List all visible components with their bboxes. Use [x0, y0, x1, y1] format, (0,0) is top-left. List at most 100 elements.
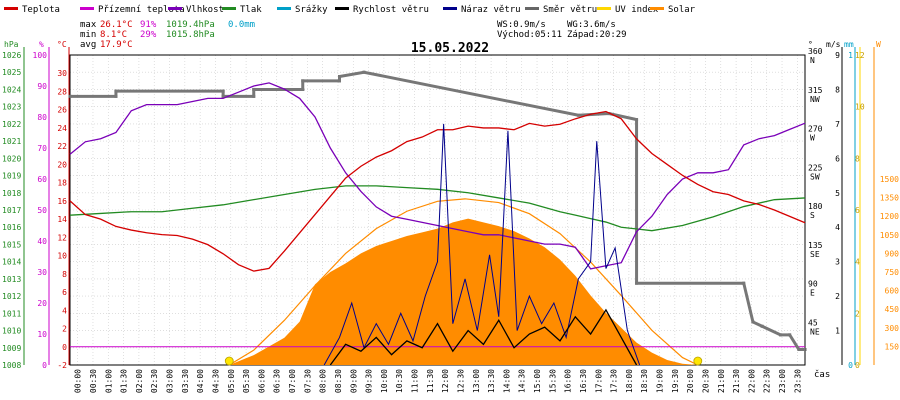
- direction-tick-compass: W: [810, 134, 815, 143]
- legend-swatch: [222, 7, 236, 10]
- humidity-tick-label: 90: [37, 82, 47, 91]
- pressure-tick-label: 1009: [2, 344, 21, 353]
- temperature-tick-label: 2: [62, 325, 67, 334]
- wind-direction-line: [70, 70, 805, 351]
- legend-label: Vlhkost: [186, 5, 224, 15]
- legend-label: Náraz větru: [461, 5, 521, 15]
- x-tick-label: 13:00: [472, 369, 481, 393]
- direction-tick-degrees: 135: [808, 241, 823, 250]
- legend-swatch: [335, 7, 349, 10]
- stat-sunrise: Východ:05:11: [497, 30, 562, 40]
- stat-max-label: max: [80, 20, 97, 30]
- wind-tick-label: 3: [835, 258, 840, 267]
- x-tick-label: 09:30: [365, 369, 374, 393]
- x-tick-label: 08:30: [334, 369, 343, 393]
- x-tick-label: 17:30: [610, 369, 619, 393]
- uv-tick-label: 12: [855, 51, 865, 60]
- wind-tick-label: 1: [835, 327, 840, 336]
- x-tick-label: 20:30: [701, 369, 710, 393]
- x-tick-label: 07:30: [303, 369, 312, 393]
- temperature-tick-label: 24: [57, 124, 67, 133]
- direction-tick-degrees: 180: [808, 202, 823, 211]
- legend-label: Teplota: [22, 5, 60, 15]
- wind-speed-line: [329, 308, 638, 366]
- direction-tick-compass: N: [810, 56, 815, 65]
- temperature-tick-label: 4: [62, 306, 67, 315]
- solar-theoretical-line: [228, 198, 699, 366]
- temperature-tick-label: 8: [62, 270, 67, 279]
- solar-tick-label: 1500: [880, 175, 899, 184]
- legend-label: Rychlost větru: [353, 5, 429, 15]
- humidity-tick-label: 50: [37, 206, 47, 215]
- temperature-tick-label: 26: [57, 106, 67, 115]
- humidity-tick-label: 0: [42, 361, 47, 370]
- stat-max-temp: 26.1°C: [100, 20, 133, 30]
- direction-tick-compass: NW: [810, 95, 820, 104]
- humidity-tick-label: 60: [37, 175, 47, 184]
- uv-tick-label: 10: [855, 103, 865, 112]
- temperature-tick-label: 10: [57, 252, 67, 261]
- temperature-tick-label: 6: [62, 288, 67, 297]
- direction-tick-degrees: 360: [808, 47, 823, 56]
- x-tick-label: 17:00: [594, 369, 603, 393]
- solar-tick-label: 300: [885, 324, 900, 333]
- legend-swatch: [168, 7, 182, 10]
- x-tick-label: 02:30: [150, 369, 159, 393]
- x-tick-label: 11:30: [426, 369, 435, 393]
- legend-swatch: [277, 7, 291, 10]
- x-tick-label: 00:00: [74, 369, 83, 393]
- solar-tick-label: 750: [885, 268, 900, 277]
- pressure-tick-label: 1011: [2, 309, 21, 318]
- x-tick-label: 18:00: [625, 369, 634, 393]
- pressure-tick-label: 1019: [2, 172, 21, 181]
- solar-tick-label: 900: [885, 249, 900, 258]
- x-tick-label: 22:30: [763, 369, 772, 393]
- wind-tick-label: 8: [835, 85, 840, 94]
- x-tick-label: 06:00: [257, 369, 266, 393]
- legend-swatch: [80, 7, 94, 10]
- direction-tick-compass: S: [810, 211, 815, 220]
- humidity-tick-label: 80: [37, 113, 47, 122]
- direction-tick-degrees: 315: [808, 86, 823, 95]
- x-tick-label: 15:00: [533, 369, 542, 393]
- direction-tick-compass: NE: [810, 327, 820, 336]
- pressure-tick-label: 1012: [2, 292, 21, 301]
- wind-tick-label: 2: [835, 292, 840, 301]
- x-tick-label: 22:00: [747, 369, 756, 393]
- x-tick-label: 04:30: [211, 369, 220, 393]
- uv-tick-label: 6: [855, 206, 860, 215]
- wind-tick-label: 9: [835, 51, 840, 60]
- x-tick-label: 03:00: [166, 369, 175, 393]
- direction-tick-degrees: 90: [808, 280, 818, 289]
- humidity-axis-unit: %: [39, 40, 44, 49]
- x-tick-label: 02:00: [135, 369, 144, 393]
- pressure-tick-label: 1015: [2, 240, 21, 249]
- temperature-axis-unit: °C: [57, 40, 67, 49]
- rain-tick-label: 1: [848, 51, 853, 60]
- uv-marker: [224, 356, 234, 366]
- x-tick-label: 03:30: [181, 369, 190, 393]
- x-tick-label: 05:00: [227, 369, 236, 393]
- x-tick-label: 01:00: [104, 369, 113, 393]
- legend-label: UV index: [615, 5, 659, 15]
- temperature-tick-label: 28: [57, 87, 67, 96]
- direction-tick-compass: SE: [810, 250, 820, 259]
- x-tick-label: 10:00: [380, 369, 389, 393]
- pressure-tick-label: 1022: [2, 120, 21, 129]
- pressure-line: [69, 185, 806, 232]
- stat-max-rain: 0.0mm: [228, 20, 255, 30]
- chart-title: 15.05.2022: [411, 41, 489, 56]
- humidity-tick-label: 100: [33, 51, 48, 60]
- humidity-tick-label: 40: [37, 237, 47, 246]
- x-tick-label: 14:00: [502, 369, 511, 393]
- stat-min-hum: 29%: [140, 30, 157, 40]
- x-tick-label: 05:30: [242, 369, 251, 393]
- solar-tick-label: 450: [885, 305, 900, 314]
- temperature-tick-label: 12: [57, 233, 67, 242]
- uv-tick-label: 8: [855, 154, 860, 163]
- x-tick-label: 16:30: [579, 369, 588, 393]
- x-tick-label: 16:00: [564, 369, 573, 393]
- x-tick-label: 21:00: [717, 369, 726, 393]
- wind-axis-unit: m/s: [826, 40, 841, 49]
